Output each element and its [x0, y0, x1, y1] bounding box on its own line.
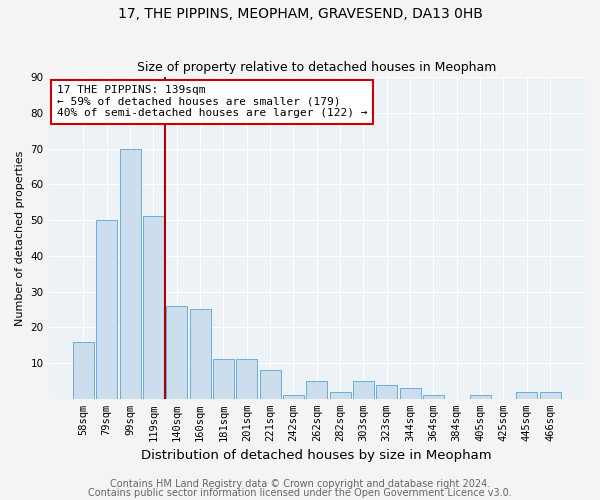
Title: Size of property relative to detached houses in Meopham: Size of property relative to detached ho… — [137, 62, 496, 74]
Text: 17 THE PIPPINS: 139sqm
← 59% of detached houses are smaller (179)
40% of semi-de: 17 THE PIPPINS: 139sqm ← 59% of detached… — [56, 85, 367, 118]
Y-axis label: Number of detached properties: Number of detached properties — [15, 150, 25, 326]
Bar — [423, 395, 444, 399]
Text: 17, THE PIPPINS, MEOPHAM, GRAVESEND, DA13 0HB: 17, THE PIPPINS, MEOPHAM, GRAVESEND, DA1… — [118, 8, 482, 22]
Bar — [470, 395, 491, 399]
Bar — [190, 310, 211, 399]
Bar — [376, 384, 397, 399]
Bar — [73, 342, 94, 399]
Bar — [353, 381, 374, 399]
Text: Contains HM Land Registry data © Crown copyright and database right 2024.: Contains HM Land Registry data © Crown c… — [110, 479, 490, 489]
Bar — [329, 392, 350, 399]
Text: Contains public sector information licensed under the Open Government Licence v3: Contains public sector information licen… — [88, 488, 512, 498]
Bar — [516, 392, 537, 399]
Bar — [260, 370, 281, 399]
Bar — [119, 148, 140, 399]
Bar — [400, 388, 421, 399]
Bar — [283, 395, 304, 399]
Bar — [96, 220, 117, 399]
Bar — [213, 360, 234, 399]
Bar — [143, 216, 164, 399]
Bar — [306, 381, 327, 399]
X-axis label: Distribution of detached houses by size in Meopham: Distribution of detached houses by size … — [142, 450, 492, 462]
Bar — [236, 360, 257, 399]
Bar — [166, 306, 187, 399]
Bar — [539, 392, 560, 399]
